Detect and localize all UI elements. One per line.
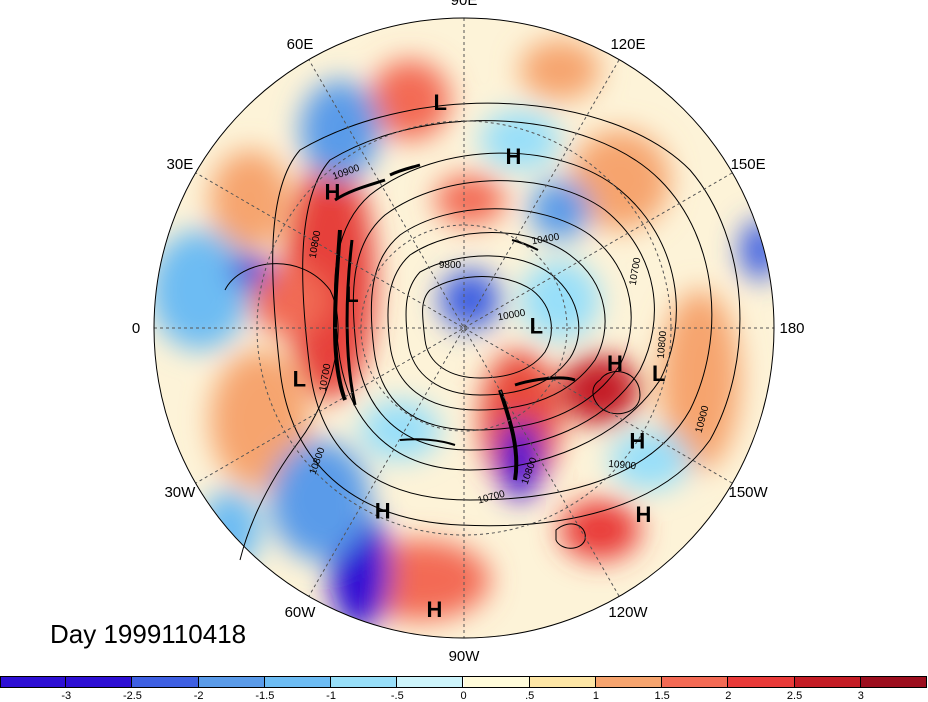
pressure-center-label: H bbox=[375, 499, 391, 524]
colorbar-box bbox=[0, 676, 67, 688]
pressure-center-label: H bbox=[629, 429, 645, 454]
colorbar-box bbox=[66, 676, 133, 688]
pressure-center-label: H bbox=[636, 502, 652, 527]
contour-label: 10800 bbox=[656, 330, 669, 359]
pressure-center-label: H bbox=[505, 144, 521, 169]
longitude-label: 0 bbox=[132, 320, 140, 337]
contour-label: 10800 bbox=[308, 229, 324, 259]
colorbar: -3 -2.5 -2 -1.5 -1 -.5 0 .5 1 1.5 2 2.5 3 bbox=[0, 676, 928, 702]
longitude-label: 120W bbox=[608, 604, 648, 621]
longitude-label: 90E bbox=[451, 0, 478, 9]
pressure-center-label: L bbox=[652, 361, 665, 386]
colorbar-box bbox=[662, 676, 729, 688]
colorbar-tick-label: -2 bbox=[193, 690, 204, 702]
colorbar-box bbox=[728, 676, 795, 688]
colorbar-box bbox=[198, 676, 265, 688]
contour-label: 10700 bbox=[628, 256, 644, 286]
longitude-label: 60W bbox=[285, 604, 317, 621]
longitude-label: 30W bbox=[164, 484, 196, 501]
contour-label: 10900 bbox=[608, 459, 637, 472]
colorbar-box bbox=[529, 676, 596, 688]
pressure-center-label: H bbox=[324, 180, 340, 205]
colorbar-box bbox=[132, 676, 199, 688]
pressure-center-label: L bbox=[530, 314, 543, 339]
colorbar-tick-label: -1 bbox=[326, 690, 336, 702]
pressure-center-label: L bbox=[433, 90, 446, 115]
longitude-labels: 90E 60E 30E 0 30W 60W 90W 120W 150W 180 150E 120E bbox=[132, 0, 805, 665]
colorbar-tick-label: 3 bbox=[857, 690, 864, 702]
longitude-label: 150E bbox=[731, 156, 766, 173]
colorbar-tick-label: 1.5 bbox=[654, 690, 670, 702]
colorbar-box bbox=[397, 676, 464, 688]
colorbar-tick-label: 2.5 bbox=[786, 690, 803, 702]
longitude-label: 60E bbox=[287, 36, 314, 53]
map-boundary bbox=[153, 17, 775, 639]
colorbar-box bbox=[860, 676, 927, 688]
colorbar-box bbox=[331, 676, 398, 688]
colorbar-tick-label: -3 bbox=[61, 690, 72, 702]
colorbar-tick-label: .5 bbox=[525, 690, 535, 702]
colorbar-tick-label: 0 bbox=[460, 690, 467, 702]
colorbar-tick-label: -.5 bbox=[390, 690, 404, 702]
colorbar-box bbox=[463, 676, 530, 688]
colorbar-tick-label: -2.5 bbox=[122, 690, 142, 702]
pressure-center-label: H bbox=[607, 351, 623, 376]
colorbar-box bbox=[264, 676, 332, 688]
contour-label: 10000 bbox=[497, 308, 527, 324]
graticule bbox=[154, 18, 774, 638]
colorbar-tick-label: 2 bbox=[725, 690, 732, 702]
longitude-label: 180 bbox=[779, 320, 804, 337]
map-title: Day 1999110418 bbox=[50, 619, 247, 649]
longitude-label: 150W bbox=[729, 484, 769, 501]
colorbar-box bbox=[794, 676, 861, 688]
polar-map: 90E 60E 30E 0 30W 60W 90W 120W 150W 180 150E 120E L… bbox=[132, 0, 805, 665]
contour-label: 9800 bbox=[439, 260, 462, 271]
colorbar-tick-label: -1.5 bbox=[255, 690, 275, 702]
pressure-center-label: H bbox=[427, 597, 443, 622]
longitude-label: 30E bbox=[167, 156, 194, 173]
colorbar-tick-label: 1 bbox=[592, 690, 599, 702]
pressure-centers: L H H L L L H L H H H H bbox=[293, 90, 666, 622]
contour-label: 10700 bbox=[318, 362, 334, 392]
longitude-label: 120E bbox=[610, 36, 645, 53]
colorbar-box bbox=[595, 676, 663, 688]
pressure-center-label: L bbox=[345, 282, 358, 307]
longitude-label: 90W bbox=[449, 648, 481, 665]
contour-label: 10400 bbox=[531, 232, 561, 248]
pressure-center-label: L bbox=[293, 366, 306, 391]
